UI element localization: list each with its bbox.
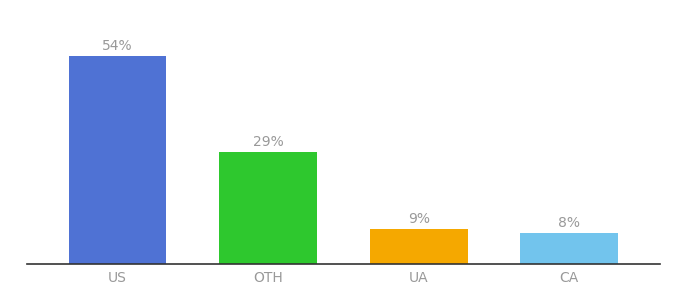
Bar — [370, 229, 468, 264]
Bar — [520, 233, 618, 264]
Text: 8%: 8% — [558, 216, 580, 230]
Text: 9%: 9% — [408, 212, 430, 226]
Bar — [219, 152, 317, 264]
Text: 54%: 54% — [102, 39, 133, 52]
Bar — [69, 56, 167, 264]
Text: 29%: 29% — [253, 135, 284, 149]
